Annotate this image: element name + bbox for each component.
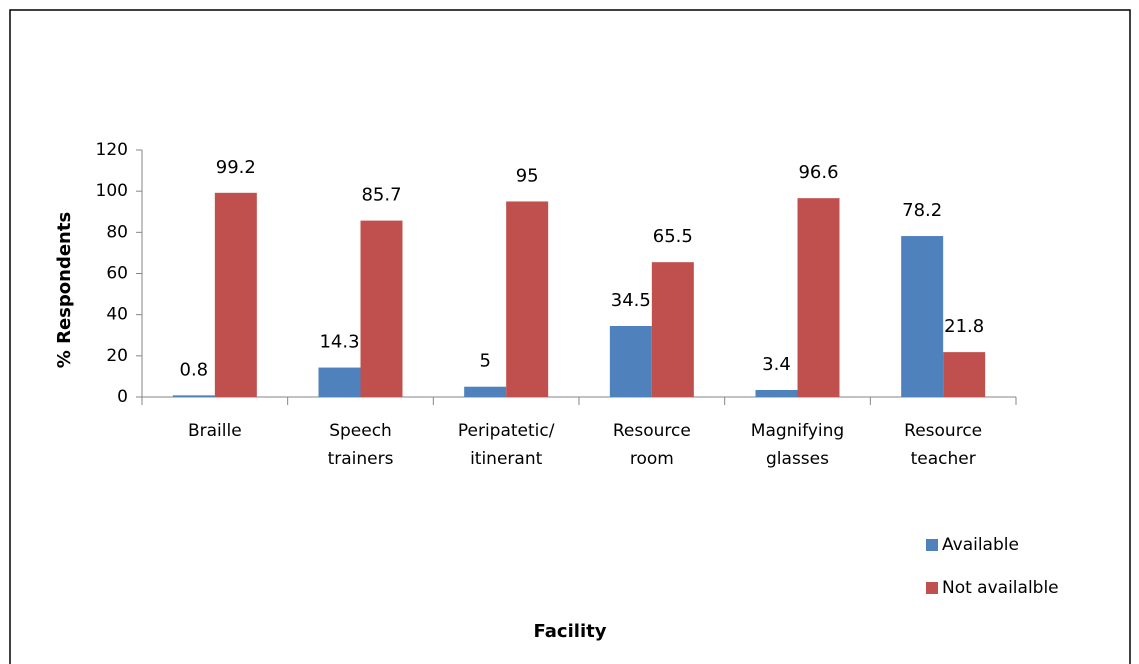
x-tick-label: Braille	[188, 421, 242, 441]
data-label: 5	[479, 351, 490, 372]
data-label: 99.2	[216, 157, 256, 178]
bar	[172, 395, 215, 397]
y-tick-label: 40	[106, 305, 128, 325]
y-tick-label: 20	[106, 346, 128, 366]
data-label: 3.4	[762, 354, 791, 375]
y-tick-label: 120	[96, 140, 128, 160]
bar	[318, 367, 361, 397]
bar	[901, 236, 944, 397]
legend-swatch	[926, 539, 938, 551]
bar	[943, 352, 986, 397]
data-label: 21.8	[944, 316, 984, 337]
x-axis-label: Facility	[534, 621, 607, 642]
bar	[755, 390, 798, 397]
x-tick-label: Peripatetic/itinerant	[458, 421, 555, 469]
data-label: 14.3	[319, 332, 359, 353]
data-label: 95	[516, 165, 539, 186]
data-label: 85.7	[361, 185, 401, 206]
y-tick-label: 80	[106, 222, 128, 242]
legend-swatch	[926, 582, 938, 594]
x-tick-label: Magnifying glasses	[751, 421, 844, 469]
bar	[797, 198, 840, 397]
bar	[651, 262, 694, 397]
chart-border	[9, 9, 1131, 664]
y-tick-label: 0	[117, 387, 128, 407]
bar	[214, 192, 257, 397]
y-axis-label: % Respondents	[54, 212, 75, 368]
y-tick-label: 100	[96, 181, 128, 201]
data-label: 78.2	[902, 200, 942, 221]
data-label: 34.5	[611, 290, 651, 311]
x-tick-label: Speech trainers	[328, 421, 394, 469]
x-tick-label: Resource teacher	[904, 421, 982, 469]
data-label: 96.6	[798, 162, 838, 183]
bar	[609, 325, 652, 397]
x-tick-label: Resource room	[613, 421, 691, 469]
y-tick-label: 60	[106, 264, 128, 284]
legend-label: Available	[942, 535, 1019, 555]
data-label: 65.5	[653, 226, 693, 247]
bar	[464, 386, 507, 397]
data-label: 0.8	[180, 359, 209, 380]
legend-label: Not availalble	[942, 578, 1059, 598]
bar	[360, 220, 403, 397]
bar	[506, 201, 549, 397]
